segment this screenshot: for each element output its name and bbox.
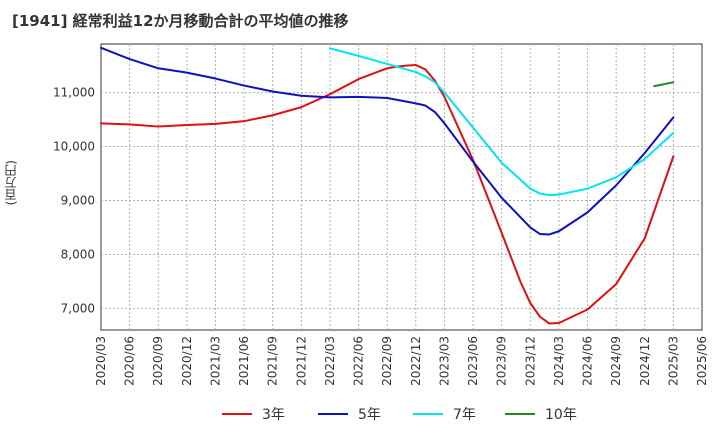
x-tick-label: 2023/06 (466, 336, 480, 386)
chart-title: [1941] 経常利益12か月移動合計の平均値の推移 (12, 12, 349, 30)
x-tick-label: 2023/03 (437, 336, 451, 386)
y-tick-label: 10,000 (53, 140, 95, 154)
plot-frame (100, 43, 703, 331)
series-line (653, 81, 675, 88)
legend-label: 10年 (545, 407, 577, 423)
x-tick-label: 2025/06 (695, 336, 709, 386)
y-tick-label: 8,000 (61, 247, 95, 261)
x-tick-label: 2020/09 (151, 336, 165, 386)
x-tick-label: 2020/03 (94, 336, 108, 386)
x-tick-label: 2021/12 (294, 336, 308, 386)
x-tick-label: 2024/09 (609, 336, 623, 386)
x-tick-label: 2022/09 (380, 336, 394, 386)
legend-label: 3年 (262, 407, 285, 423)
y-tick-label: 9,000 (61, 193, 95, 207)
x-tick-label: 2020/06 (123, 336, 137, 386)
x-tick-label: 2024/06 (581, 336, 595, 386)
x-tick-label: 2022/06 (352, 336, 366, 386)
x-tick-label: 2024/12 (638, 336, 652, 386)
y-tick-label: 11,000 (53, 86, 95, 100)
legend-label: 5年 (358, 407, 381, 423)
legend-label: 7年 (453, 407, 476, 423)
x-tick-label: 2020/12 (180, 336, 194, 386)
x-tick-label: 2022/03 (323, 336, 337, 386)
x-tick-label: 2022/12 (409, 336, 423, 386)
x-tick-label: 2023/09 (495, 336, 509, 386)
x-tick-label: 2024/03 (552, 336, 566, 386)
x-tick-label: 2021/09 (266, 336, 280, 386)
series-line (100, 46, 675, 236)
x-tick-label: 2023/12 (523, 336, 537, 386)
series-line (100, 64, 675, 325)
series-line (328, 47, 675, 197)
x-tick-label: 2025/03 (666, 336, 680, 386)
x-tick-label: 2021/06 (237, 336, 251, 386)
y-tick-label: 7,000 (61, 301, 95, 315)
x-tick-label: 2021/03 (208, 336, 222, 386)
